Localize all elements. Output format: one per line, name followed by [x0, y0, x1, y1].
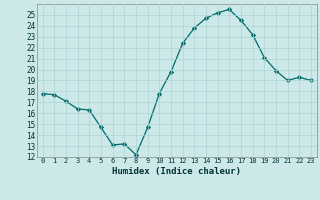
- X-axis label: Humidex (Indice chaleur): Humidex (Indice chaleur): [112, 167, 241, 176]
